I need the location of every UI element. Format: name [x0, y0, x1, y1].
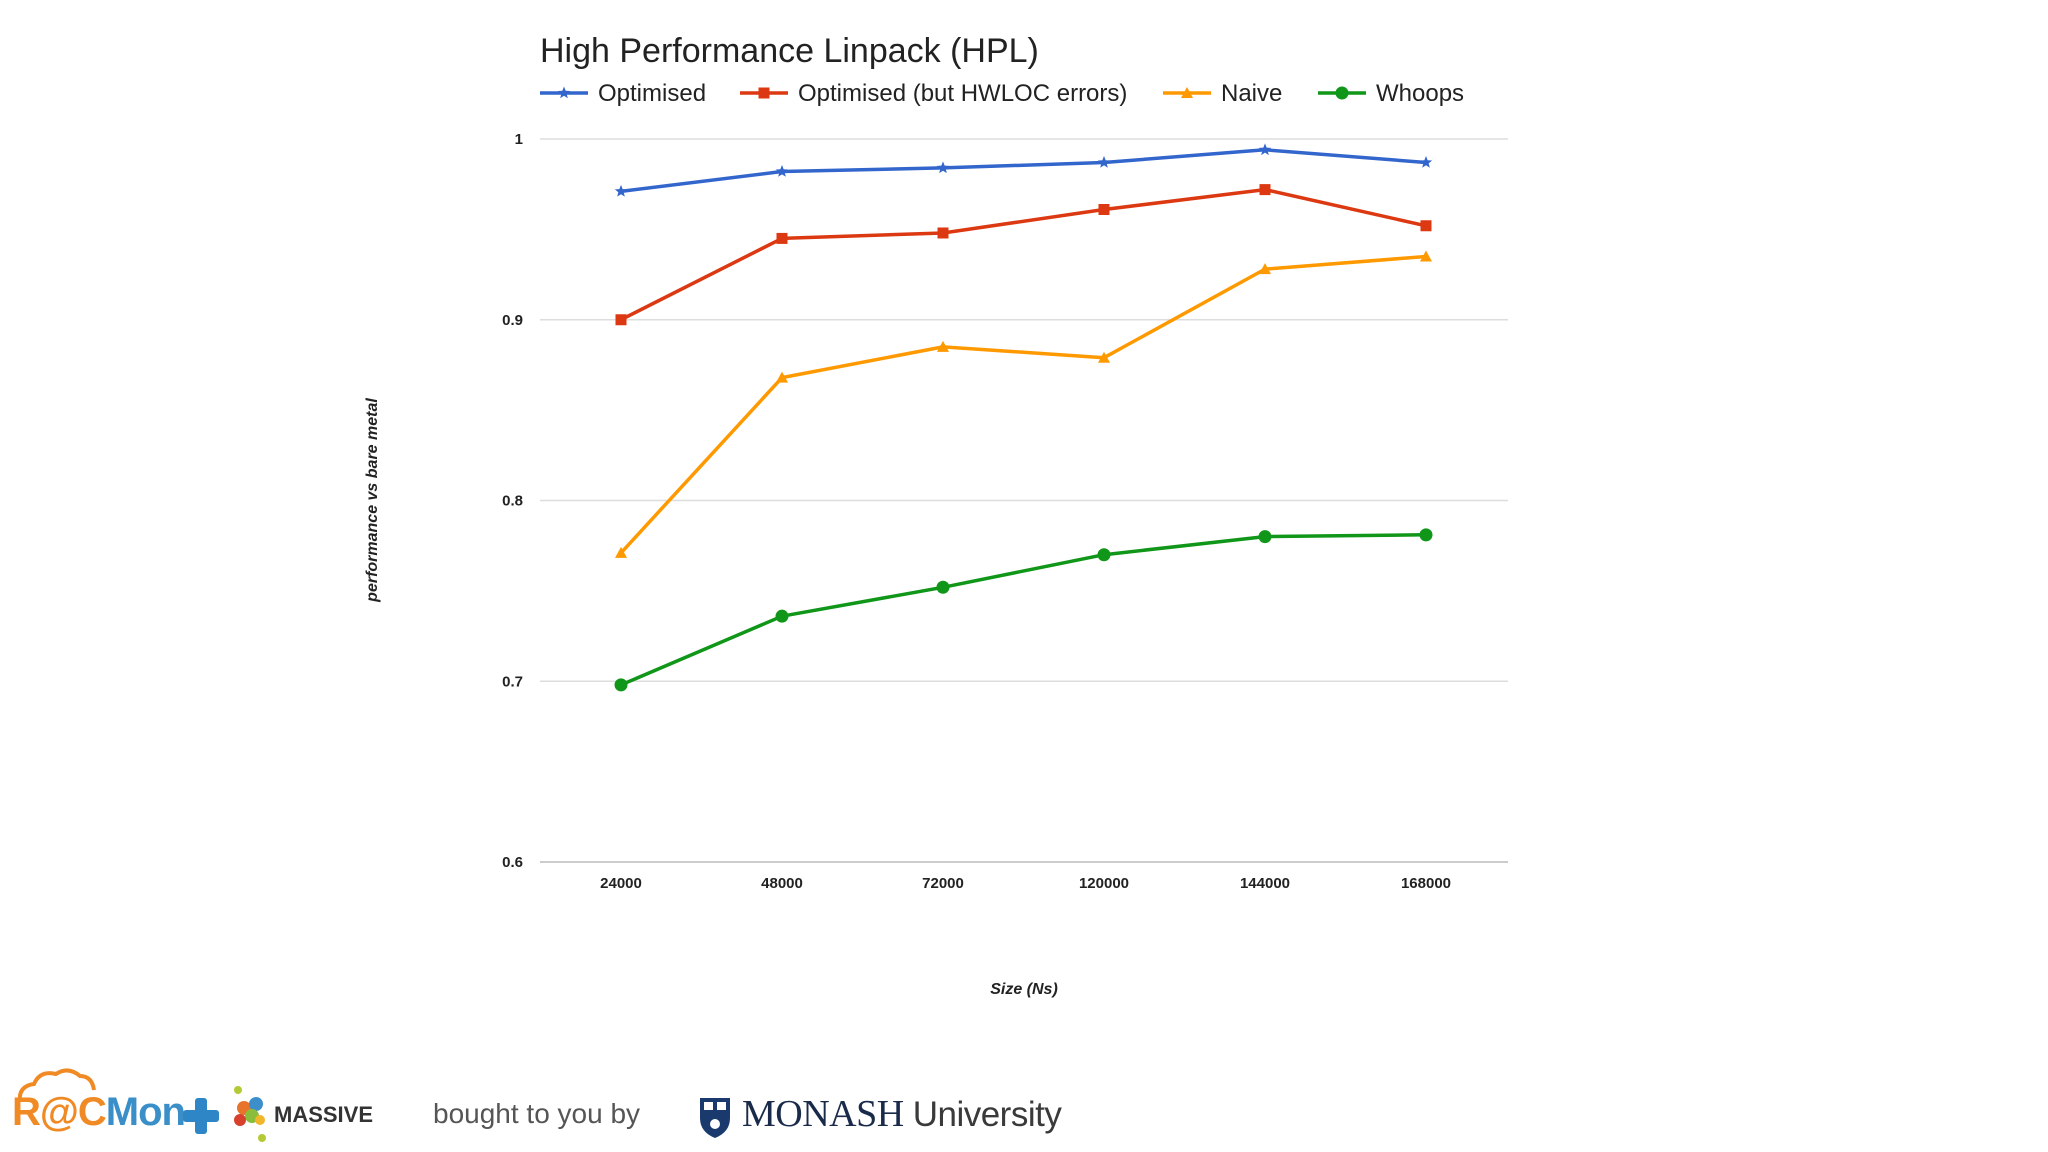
- x-axis-ticks: 24000 48000 72000 120000 144000 168000: [600, 875, 1451, 892]
- legend-entry: Whoops: [1318, 80, 1464, 107]
- x-tick-label: 144000: [1240, 875, 1290, 892]
- chart-series: [614, 143, 1433, 692]
- data-point: [1098, 351, 1110, 363]
- data-point: [937, 227, 949, 239]
- x-tick-label: 72000: [922, 875, 964, 892]
- massive-logo-icon: [234, 1086, 266, 1142]
- x-tick-label: 48000: [761, 875, 803, 892]
- legend-entry: Optimised (but HWLOC errors): [740, 80, 1127, 107]
- data-point: [1258, 530, 1272, 544]
- x-tick-label: 168000: [1401, 875, 1451, 892]
- data-point: [776, 232, 788, 244]
- legend-entry: Optimised: [540, 80, 706, 107]
- series-optimised-but-hwloc-errors: [615, 184, 1432, 326]
- data-point: [775, 165, 789, 177]
- chart-title: High Performance Linpack (HPL): [540, 32, 1039, 70]
- y-tick-label: 1: [515, 131, 523, 148]
- data-point: [936, 161, 950, 174]
- plus-icon: [183, 1098, 219, 1134]
- data-point: [1097, 156, 1111, 168]
- data-point: [1419, 156, 1433, 168]
- monash-logo-text: MONASH University: [742, 1092, 1062, 1136]
- monash-name: MONASH: [742, 1093, 904, 1135]
- monash-university: University: [912, 1095, 1062, 1134]
- brought-to-you-by-text: bought to you by: [433, 1098, 641, 1129]
- series-whoops: [614, 528, 1433, 692]
- data-point: [1259, 184, 1271, 196]
- data-point: [1335, 86, 1349, 100]
- y-axis-ticks: 0.6 0.7 0.8 0.9 1: [502, 131, 523, 871]
- legend-label: Optimised (but HWLOC errors): [798, 80, 1127, 107]
- y-tick-label: 0.6: [502, 854, 523, 871]
- racmon-prefix: R@C: [12, 1090, 107, 1134]
- data-point: [775, 609, 789, 623]
- x-tick-label: 24000: [600, 875, 642, 892]
- data-point: [615, 314, 627, 326]
- series-line: [619, 187, 1428, 322]
- y-tick-label: 0.8: [502, 493, 523, 510]
- series-line: [619, 533, 1428, 687]
- chart-legend: Optimised Optimised (but HWLOC errors) Nai…: [540, 80, 1464, 107]
- data-point: [557, 86, 571, 99]
- massive-logo-text: MASSIVE: [274, 1102, 374, 1127]
- data-point: [1258, 143, 1272, 156]
- legend-label: Optimised: [598, 80, 706, 107]
- racmon-logo: R@CMon: [12, 1090, 186, 1135]
- series-line: [619, 148, 1428, 194]
- legend-label: Whoops: [1376, 80, 1464, 107]
- data-point: [615, 546, 627, 558]
- data-point: [1098, 203, 1110, 215]
- monash-shield-icon: [700, 1098, 730, 1138]
- data-point: [1181, 87, 1193, 98]
- data-point: [614, 184, 628, 197]
- data-point: [937, 340, 949, 352]
- data-point: [1097, 548, 1111, 562]
- series-optimised: [614, 143, 1433, 197]
- data-point: [758, 87, 770, 99]
- x-tick-label: 120000: [1079, 875, 1129, 892]
- series-line: [619, 254, 1428, 555]
- data-point: [936, 580, 950, 594]
- data-point: [776, 371, 788, 383]
- y-axis-label: performance vs bare metal: [364, 398, 381, 603]
- data-point: [1259, 263, 1271, 275]
- y-tick-label: 0.9: [502, 312, 523, 329]
- series-naive: [615, 250, 1432, 558]
- legend-label: Naive: [1221, 80, 1282, 107]
- data-point: [1420, 250, 1432, 262]
- legend-entry: Naive: [1163, 80, 1282, 107]
- racmon-cloud-icon: [17, 1068, 96, 1103]
- data-point: [614, 678, 628, 692]
- chart-gridlines: [540, 138, 1508, 863]
- y-tick-label: 0.7: [502, 673, 523, 690]
- data-point: [1420, 220, 1432, 232]
- data-point: [1419, 528, 1433, 542]
- x-axis-label: Size (Ns): [990, 981, 1058, 998]
- racmon-suffix: Mon: [105, 1090, 186, 1134]
